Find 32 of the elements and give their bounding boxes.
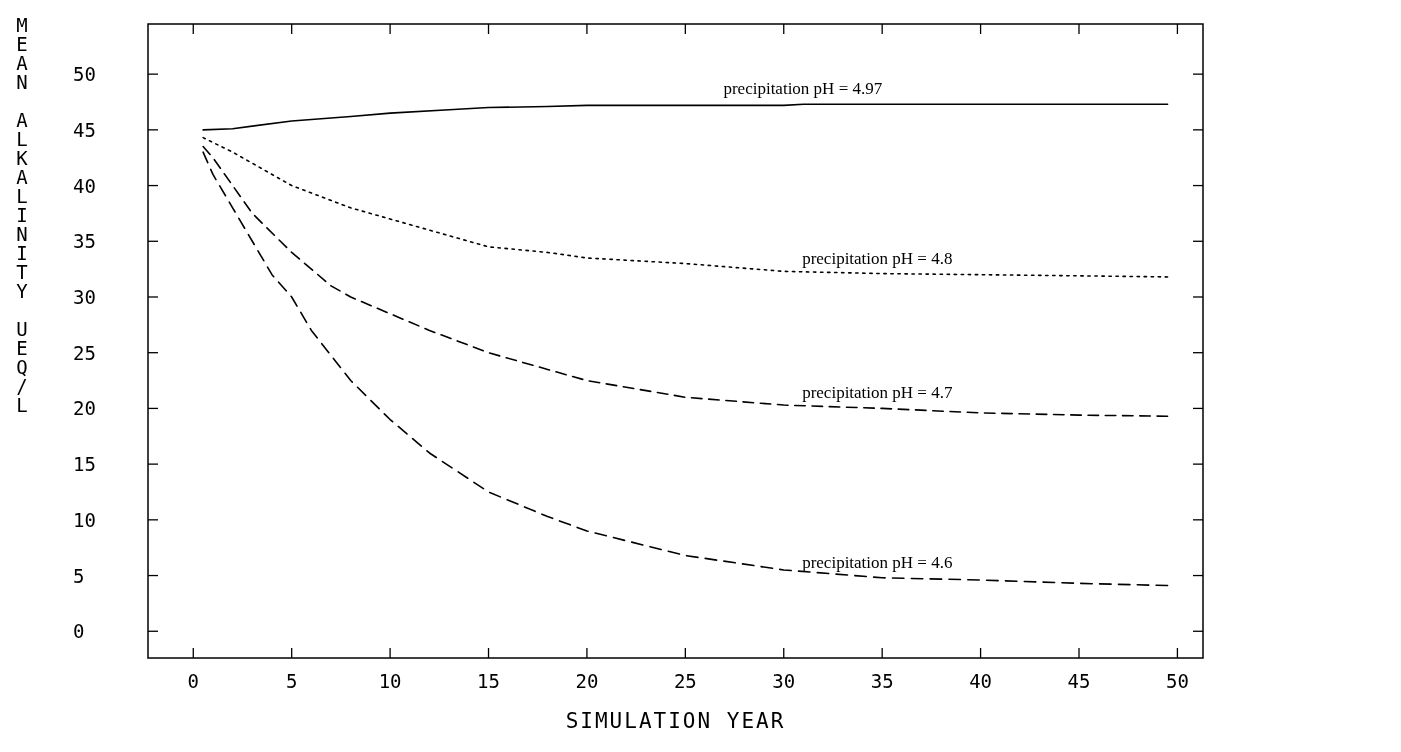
- x-tick-label: 5: [285, 670, 298, 692]
- y-tick-label: 30: [73, 285, 96, 308]
- line-series: [202, 103, 1169, 131]
- series-label: precipitation pH = 4.97: [723, 79, 883, 99]
- x-tick-label: 0: [187, 670, 199, 692]
- series-label: precipitation pH = 4.8: [802, 248, 953, 268]
- y-tick-label: 20: [73, 397, 96, 420]
- x-tick-label: 45: [1067, 670, 1091, 692]
- x-tick-label: 10: [378, 670, 402, 692]
- x-tick-label: 15: [477, 670, 500, 692]
- y-tick-label: 40: [73, 174, 96, 197]
- x-axis-title: SIMULATION YEAR: [565, 709, 786, 733]
- y-tick-label: 15: [73, 453, 96, 476]
- x-tick-label: 50: [1165, 670, 1189, 692]
- y-axis-title: MEAN ALKALINITY UEQ/L: [11, 14, 33, 413]
- y-tick-label: 10: [73, 508, 96, 531]
- x-tick-label: 35: [870, 670, 894, 692]
- x-tick-label: 30: [772, 670, 796, 692]
- line-series: [202, 151, 1169, 587]
- x-tick-label: 25: [673, 670, 697, 692]
- y-tick-label: 35: [73, 230, 96, 253]
- y-tick-label: 50: [73, 63, 96, 86]
- series-label: precipitation pH = 4.7: [802, 383, 953, 403]
- series-label: precipitation pH = 4.6: [802, 552, 953, 572]
- x-tick-label: 20: [575, 670, 599, 692]
- line-series: [202, 136, 1169, 278]
- x-tick-label: 40: [969, 670, 993, 692]
- y-tick-label: 5: [73, 564, 85, 587]
- y-tick-label: 45: [73, 118, 96, 141]
- y-tick-label: 0: [73, 620, 85, 643]
- line-series: [202, 145, 1169, 418]
- y-tick-label: 25: [73, 341, 96, 364]
